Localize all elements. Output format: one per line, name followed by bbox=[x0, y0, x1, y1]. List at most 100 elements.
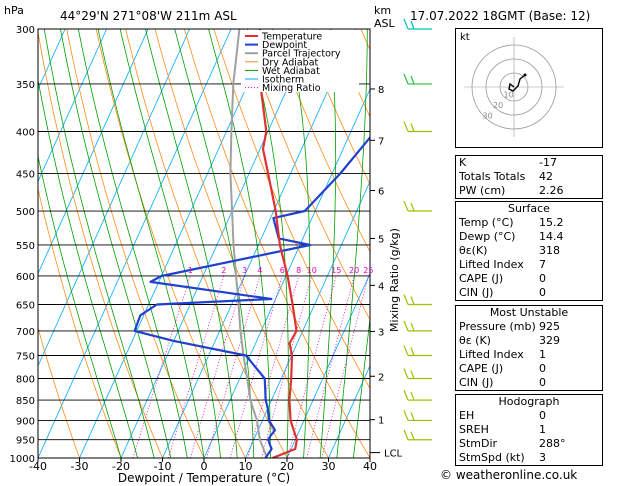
row-label: SREH bbox=[459, 423, 489, 436]
row-value: 0 bbox=[539, 376, 546, 389]
row-value: 288° bbox=[539, 437, 566, 450]
row-value: 7 bbox=[539, 258, 546, 271]
wind-barb bbox=[403, 368, 432, 380]
pressure-tick-label: 300 bbox=[16, 25, 35, 36]
pressure-tick-label: 800 bbox=[16, 374, 35, 385]
pressure-tick-label: 350 bbox=[16, 80, 35, 91]
dry-adiabat-line bbox=[626, 29, 629, 458]
row-value: 0 bbox=[539, 409, 546, 422]
km-tick-label: 8 bbox=[378, 85, 384, 96]
row-value: 1 bbox=[539, 348, 546, 361]
legend-entry: Mixing Ratio bbox=[262, 83, 321, 94]
row-value: 3 bbox=[539, 451, 546, 464]
table-row: Temp (°C) 15.2 bbox=[456, 216, 602, 230]
lcl-label: LCL bbox=[384, 449, 403, 460]
row-value: 1 bbox=[539, 423, 546, 436]
temperature-line bbox=[259, 29, 298, 458]
mixing-ratio-line bbox=[287, 275, 337, 458]
table-row: K -17 bbox=[456, 156, 602, 170]
row-value: 0 bbox=[539, 272, 546, 285]
table-row: Totals Totals 42 bbox=[456, 170, 602, 184]
mixing-ratio-line bbox=[306, 275, 355, 458]
row-value: -17 bbox=[539, 156, 557, 169]
isotherm-line bbox=[38, 29, 107, 183]
row-label: PW (cm) bbox=[459, 184, 506, 197]
mixing-ratio-label: 4 bbox=[257, 266, 262, 275]
wind-barb bbox=[403, 200, 432, 212]
legend-entry: Temperature bbox=[261, 32, 322, 43]
km-tick-label: 3 bbox=[378, 327, 384, 338]
mixing-ratio-label: 3 bbox=[242, 266, 247, 275]
hodograph-kt-label: kt bbox=[460, 32, 470, 43]
isotherm-line bbox=[328, 364, 370, 458]
mixing-ratio-label: 25 bbox=[363, 266, 373, 275]
row-label: K bbox=[459, 156, 467, 169]
row-value: 0 bbox=[539, 286, 546, 299]
wind-barb bbox=[403, 121, 432, 133]
legend-entry: Dewpoint bbox=[262, 40, 307, 51]
dry-adiabat-line bbox=[38, 326, 80, 458]
surface-panel: Surface Temp (°C) 15.2 Dewp (°C) 14.4 θε(K) 3… bbox=[455, 201, 603, 301]
table-row: Dewp (°C) 14.4 bbox=[456, 230, 602, 244]
dry-adiabat-line bbox=[95, 29, 246, 458]
mixing-ratio-line bbox=[261, 275, 313, 458]
row-value: 15.2 bbox=[539, 216, 564, 229]
wind-barb bbox=[403, 410, 432, 422]
profile-lines bbox=[133, 29, 370, 458]
wind-barb bbox=[403, 345, 432, 357]
datetime-label: 17.07.2022 18GMT (Base: 12) bbox=[410, 9, 590, 23]
table-row: CIN (J) 0 bbox=[456, 286, 602, 300]
row-label: CIN (J) bbox=[459, 286, 494, 299]
pressure-tick-label: 750 bbox=[16, 351, 35, 362]
km-tick-label: 6 bbox=[378, 186, 384, 197]
row-value: 2.26 bbox=[539, 184, 564, 197]
dewpoint-line bbox=[133, 135, 370, 458]
row-label: Lifted Index bbox=[459, 258, 524, 271]
wind-barb bbox=[403, 294, 432, 306]
temp-tick-label: 10 bbox=[239, 460, 253, 473]
table-row: StmSpd (kt) 3 bbox=[456, 451, 602, 465]
row-value: 0 bbox=[539, 362, 546, 375]
isotherm-line bbox=[286, 272, 370, 458]
pressure-tick-label: 850 bbox=[16, 396, 35, 407]
pressure-tick-label: 650 bbox=[16, 301, 35, 312]
row-value: 329 bbox=[539, 334, 560, 347]
table-row: CAPE (J) 0 bbox=[456, 362, 602, 376]
footer-credit: © weatheronline.co.uk bbox=[440, 468, 578, 482]
row-label: Temp (°C) bbox=[459, 216, 514, 229]
mixing-ratio-label: 15 bbox=[331, 266, 341, 275]
wind-barb bbox=[403, 18, 432, 30]
row-label: Lifted Index bbox=[459, 348, 524, 361]
table-row: SREH 1 bbox=[456, 423, 602, 437]
wind-barb bbox=[403, 73, 432, 85]
table-row: Pressure (mb) 925 bbox=[456, 320, 602, 334]
row-label: Totals Totals bbox=[459, 170, 526, 183]
hodograph-ring-label: 30 bbox=[483, 112, 493, 121]
isotherm-line bbox=[38, 29, 232, 458]
isotherm-line bbox=[79, 29, 273, 458]
table-row: Lifted Index 7 bbox=[456, 258, 602, 272]
row-value: 318 bbox=[539, 244, 560, 257]
isotherm-line bbox=[245, 180, 370, 458]
most-unstable-panel: Most Unstable Pressure (mb) 925 θε (K) 329 L… bbox=[455, 305, 603, 391]
dry-adiabat-line bbox=[66, 29, 205, 458]
wet-adiabat-line bbox=[97, 29, 205, 458]
pressure-tick-label: 900 bbox=[16, 416, 35, 427]
wind-barb bbox=[403, 429, 432, 441]
wet-adiabat-line bbox=[119, 29, 221, 458]
legend-entry: Dry Adiabat bbox=[262, 57, 319, 68]
parcel-trajectory-line bbox=[229, 29, 269, 458]
pressure-tick-label: 700 bbox=[16, 327, 35, 338]
most-unstable-title: Most Unstable bbox=[489, 306, 569, 319]
temp-tick-label: 40 bbox=[363, 460, 377, 473]
surface-title: Surface bbox=[508, 202, 550, 215]
temp-tick-label: -20 bbox=[112, 460, 130, 473]
km-tick-label: 5 bbox=[378, 234, 384, 245]
km-tick-label: 7 bbox=[378, 136, 384, 147]
pressure-tick-label: 950 bbox=[16, 436, 35, 447]
legend-box bbox=[241, 30, 359, 92]
row-label: θε(K) bbox=[459, 244, 488, 257]
table-row: θε (K) 329 bbox=[456, 334, 602, 348]
legend-entry: Parcel Trajectory bbox=[262, 49, 341, 60]
temp-tick-label: -40 bbox=[29, 460, 47, 473]
